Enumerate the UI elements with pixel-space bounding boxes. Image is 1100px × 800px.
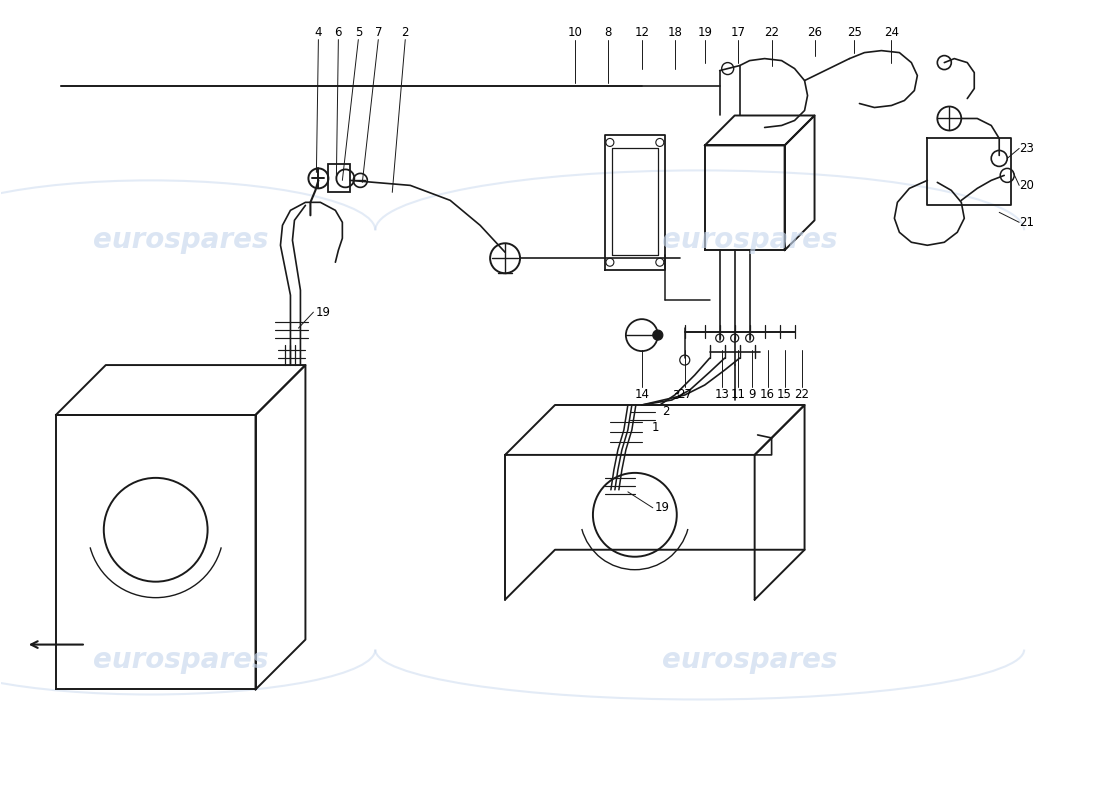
- Text: 10: 10: [568, 26, 582, 38]
- Text: 8: 8: [604, 26, 612, 38]
- Circle shape: [730, 334, 739, 342]
- Text: 17: 17: [730, 26, 745, 38]
- Text: 11: 11: [730, 388, 745, 401]
- Text: 16: 16: [760, 388, 775, 401]
- Circle shape: [722, 62, 734, 74]
- Text: 15: 15: [778, 388, 792, 401]
- Text: 2: 2: [662, 406, 669, 418]
- Text: 21: 21: [1020, 216, 1034, 229]
- Text: 27: 27: [678, 388, 692, 401]
- Bar: [329, 165, 350, 192]
- Text: 2: 2: [402, 26, 409, 38]
- Circle shape: [746, 334, 754, 342]
- Text: 19: 19: [697, 26, 712, 38]
- Text: 22: 22: [764, 26, 779, 38]
- Text: 23: 23: [1020, 142, 1034, 155]
- Text: 7: 7: [374, 26, 382, 38]
- Text: 26: 26: [807, 26, 822, 38]
- Text: 20: 20: [1020, 179, 1034, 192]
- Text: 4: 4: [315, 26, 322, 38]
- Text: 14: 14: [635, 388, 649, 401]
- Text: eurospares: eurospares: [662, 226, 837, 254]
- Text: 3: 3: [672, 389, 679, 402]
- Text: 22: 22: [794, 388, 810, 401]
- Text: 18: 18: [668, 26, 682, 38]
- Text: 1: 1: [652, 422, 659, 434]
- Circle shape: [991, 150, 1008, 166]
- Text: 12: 12: [635, 26, 649, 38]
- Circle shape: [680, 355, 690, 365]
- Text: 19: 19: [316, 306, 330, 318]
- Text: 9: 9: [748, 388, 756, 401]
- Text: 25: 25: [847, 26, 862, 38]
- Text: eurospares: eurospares: [662, 646, 837, 674]
- Text: 13: 13: [714, 388, 729, 401]
- Text: eurospares: eurospares: [92, 226, 268, 254]
- Circle shape: [716, 334, 724, 342]
- Text: 6: 6: [334, 26, 342, 38]
- Text: 5: 5: [354, 26, 362, 38]
- Text: 24: 24: [884, 26, 899, 38]
- Circle shape: [1000, 169, 1014, 182]
- Circle shape: [652, 330, 663, 340]
- Text: eurospares: eurospares: [92, 646, 268, 674]
- Text: 19: 19: [654, 502, 670, 514]
